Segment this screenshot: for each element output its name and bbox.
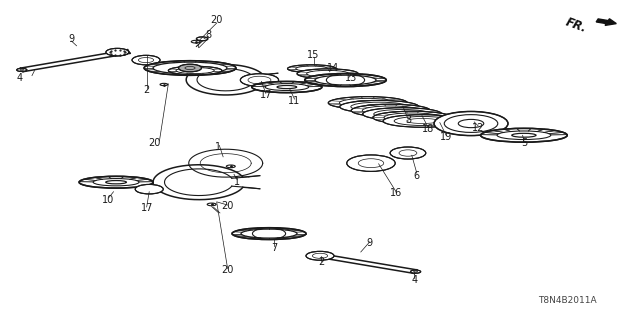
FancyArrow shape [596,19,616,25]
Text: 6: 6 [414,171,420,181]
Text: 13: 13 [344,73,356,83]
Ellipse shape [306,252,334,260]
Text: 12: 12 [472,123,484,133]
Ellipse shape [179,64,202,72]
Ellipse shape [390,147,426,159]
Text: 2: 2 [143,85,150,95]
Ellipse shape [328,97,407,109]
Text: 1: 1 [215,142,221,152]
Text: 5: 5 [521,138,527,148]
Ellipse shape [79,176,153,188]
Text: 20: 20 [221,265,234,276]
Ellipse shape [481,128,567,142]
Text: 15: 15 [307,50,320,60]
Text: 20: 20 [211,15,223,25]
Ellipse shape [373,111,452,124]
Text: 3: 3 [405,115,411,125]
Text: T8N4B2011A: T8N4B2011A [538,296,596,305]
Text: 18: 18 [422,124,435,134]
Ellipse shape [252,82,322,92]
Text: 20: 20 [221,201,234,211]
Text: 4: 4 [16,73,22,83]
Ellipse shape [106,48,129,56]
Text: FR.: FR. [564,15,589,35]
Ellipse shape [232,228,306,239]
Text: 16: 16 [390,188,403,198]
Text: 11: 11 [289,96,301,106]
Ellipse shape [135,184,163,194]
Ellipse shape [168,66,222,75]
Ellipse shape [383,115,462,127]
Ellipse shape [363,108,442,120]
Text: 17: 17 [141,203,153,213]
Ellipse shape [305,74,387,86]
Ellipse shape [17,68,27,71]
Text: 20: 20 [148,138,161,148]
Ellipse shape [340,100,419,113]
Ellipse shape [351,104,430,117]
Ellipse shape [410,270,420,273]
Text: 8: 8 [205,30,212,40]
Text: 10: 10 [102,195,115,205]
Ellipse shape [144,61,236,75]
Ellipse shape [196,37,208,41]
Ellipse shape [297,69,358,79]
Text: 19: 19 [440,132,452,142]
Ellipse shape [241,74,278,86]
Text: 4: 4 [412,275,417,285]
Ellipse shape [132,55,160,65]
Ellipse shape [287,65,336,73]
Text: 9: 9 [68,35,74,44]
Ellipse shape [347,155,395,172]
Text: 14: 14 [326,63,339,73]
Ellipse shape [434,111,508,136]
Text: 2: 2 [318,257,324,267]
Text: 7: 7 [271,243,277,253]
Text: 9: 9 [367,238,372,248]
Text: 17: 17 [260,90,272,100]
Text: 1: 1 [234,177,240,187]
